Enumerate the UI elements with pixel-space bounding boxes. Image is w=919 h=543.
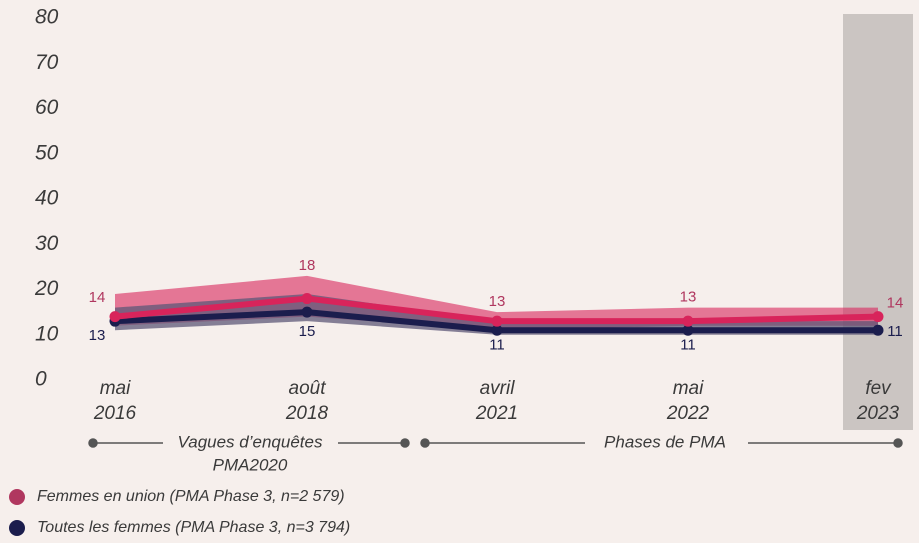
x-tick-label: mai [673, 378, 704, 399]
y-tick-label: 70 [35, 51, 59, 74]
legend-label: Femmes en union (PMA Phase 3, n=2 579) [37, 488, 345, 505]
annotation: Vagues d’enquêtes [178, 432, 323, 451]
annotation: PMA2020 [213, 455, 288, 474]
y-tick-label: 20 [34, 277, 59, 300]
highlight [843, 14, 913, 430]
legend-label: Toutes les femmes (PMA Phase 3, n=3 794) [37, 519, 350, 536]
x-tick-label: fev [865, 378, 892, 399]
data-label: 11 [887, 323, 903, 340]
x-tick-label: 2023 [856, 403, 900, 424]
point [109, 311, 121, 323]
x-tick-label: 2022 [666, 403, 710, 424]
y-tick-label: 40 [35, 187, 59, 210]
data-label: 13 [680, 289, 697, 306]
y-tick-label: 30 [35, 232, 59, 255]
x-tick-label: 2016 [93, 403, 137, 424]
data-label: 11 [680, 337, 696, 354]
x-tick-label: avril [480, 378, 516, 399]
x-tick-label: 2018 [285, 403, 329, 424]
point [872, 324, 884, 336]
point [682, 324, 694, 336]
data-label: 15 [299, 323, 316, 340]
point [872, 311, 884, 323]
point [682, 315, 694, 327]
point [301, 306, 313, 318]
legend-swatch [9, 520, 25, 536]
data-label: 11 [489, 337, 505, 354]
x-tick-label: 2021 [475, 403, 518, 424]
y-tick-label: 50 [35, 141, 59, 164]
data-label: 13 [489, 293, 506, 310]
point [491, 315, 503, 327]
y-tick-label: 0 [35, 368, 47, 391]
data-label: 13 [89, 327, 106, 344]
data-label: 18 [299, 257, 316, 274]
y-tick-label: 80 [35, 6, 59, 29]
legend-swatch [9, 489, 25, 505]
bracket-lines [88, 438, 903, 448]
x-tick-label: août [289, 378, 327, 399]
data-label: 14 [89, 289, 106, 306]
point [491, 324, 503, 336]
annotation: Phases de PMA [604, 432, 726, 451]
point [301, 293, 313, 305]
y-tick-label: 10 [35, 322, 59, 345]
y-tick-label: 60 [35, 96, 59, 119]
x-tick-label: mai [100, 378, 131, 399]
data-label: 14 [887, 295, 904, 312]
plot: 0 10 20 30 40 50 60 70 80 mai 2016 août 2018 avril 202… [9, 6, 913, 536]
